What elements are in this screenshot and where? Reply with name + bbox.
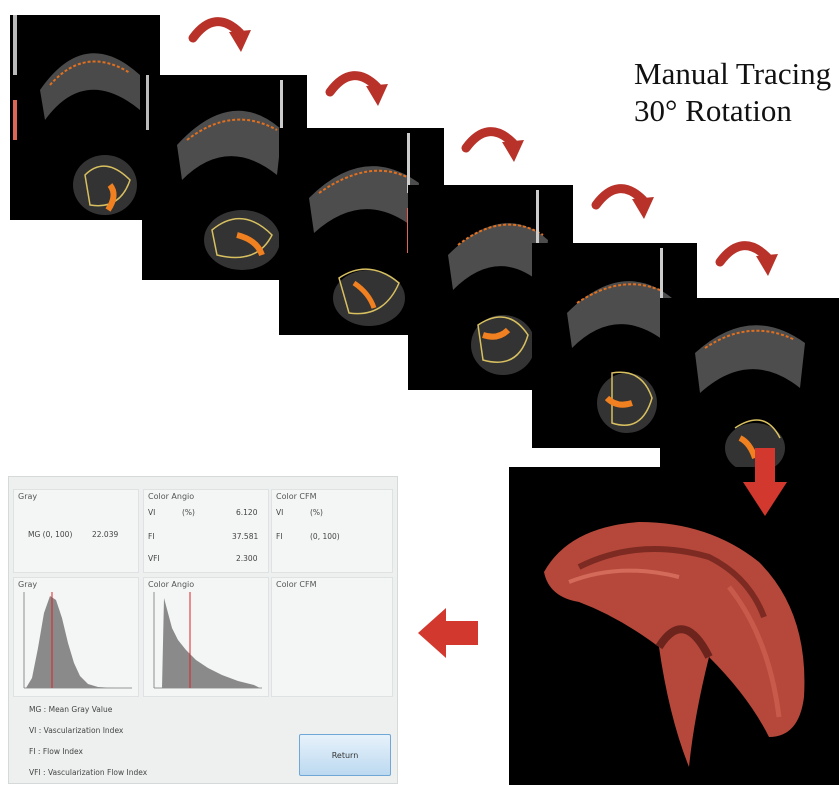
title-line-1: Manual Tracing: [634, 56, 832, 91]
rotation-arrow-4-icon: [591, 184, 654, 219]
3d-mesh-image: [509, 467, 839, 785]
color-angio-histogram-title: Color Angio: [148, 580, 195, 589]
color-angio-histogram-box: Color Angio: [143, 577, 269, 697]
down-arrow-icon: [743, 448, 787, 516]
color-cfm-histogram-title: Color CFM: [276, 580, 317, 589]
color-cfm-histogram-box: Color CFM: [271, 577, 393, 697]
3d-volume-render: [509, 467, 839, 785]
rotation-arrow-2-icon: [325, 71, 388, 106]
vi-unit: (%): [182, 508, 195, 517]
vi-value: 6.120: [236, 508, 258, 517]
fi-label: FI: [148, 532, 155, 541]
color-cfm-stats-box: Color CFM VI (%) FI (0, 100): [271, 489, 393, 573]
gray-histogram: [23, 592, 132, 689]
gray-stats-box: Gray MG (0, 100) 22.039: [13, 489, 139, 573]
legend-vi-abbr: VI :: [29, 726, 42, 735]
legend-mg-text: Mean Gray Value: [48, 705, 113, 714]
color-angio-stats-box: Color Angio VI (%) 6.120 FI 37.581 VFI 2…: [143, 489, 269, 573]
title-line-2: 30° Rotation: [634, 93, 792, 128]
fi-value: 37.581: [232, 532, 259, 541]
rotation-arrow-1-icon: [188, 17, 251, 52]
legend-fi: FI : Flow Index: [29, 747, 83, 756]
cfm-vi-unit: (%): [310, 508, 323, 517]
legend-vi-text: Vascularization Index: [43, 726, 124, 735]
mg-value: 22.039: [92, 530, 119, 539]
cfm-vi-label: VI: [276, 508, 284, 517]
legend-mg-abbr: MG :: [29, 705, 47, 714]
legend-vfi-text: Vascularization Flow Index: [47, 768, 148, 777]
vfi-label: VFI: [148, 554, 160, 563]
rotation-arrow-5-icon: [715, 241, 778, 276]
ultrasound-frame-6: [660, 298, 839, 468]
mg-label: MG (0, 100): [28, 530, 73, 539]
gray-histogram-box: Gray: [13, 577, 139, 697]
color-angio-histogram: [153, 592, 262, 689]
vfi-value: 2.300: [236, 554, 258, 563]
color-cfm-stats-title: Color CFM: [276, 492, 317, 501]
gray-stats-title: Gray: [18, 492, 38, 501]
frame-1-image: [10, 15, 160, 220]
color-angio-stats-title: Color Angio: [148, 492, 195, 501]
legend-vfi: VFI : Vascularization Flow Index: [29, 768, 147, 777]
ultrasound-frame-1: [10, 15, 160, 220]
vi-label: VI: [148, 508, 156, 517]
diagram-title: Manual Tracing 30° Rotation: [634, 55, 831, 129]
histogram-panel: Gray MG (0, 100) 22.039 Color Angio VI (…: [8, 476, 398, 784]
legend-fi-abbr: FI :: [29, 747, 41, 756]
legend-vfi-abbr: VFI :: [29, 768, 46, 777]
rotation-arrow-3-icon: [461, 127, 524, 162]
legend-vi: VI : Vascularization Index: [29, 726, 123, 735]
legend-fi-text: Flow Index: [42, 747, 83, 756]
cfm-fi-range: (0, 100): [310, 532, 340, 541]
gray-histogram-title: Gray: [18, 580, 38, 589]
left-arrow-icon: [418, 608, 478, 658]
legend-mg: MG : Mean Gray Value: [29, 705, 112, 714]
cfm-fi-label: FI: [276, 532, 283, 541]
return-button[interactable]: Return: [299, 734, 391, 776]
frame-6-image: [660, 298, 839, 468]
